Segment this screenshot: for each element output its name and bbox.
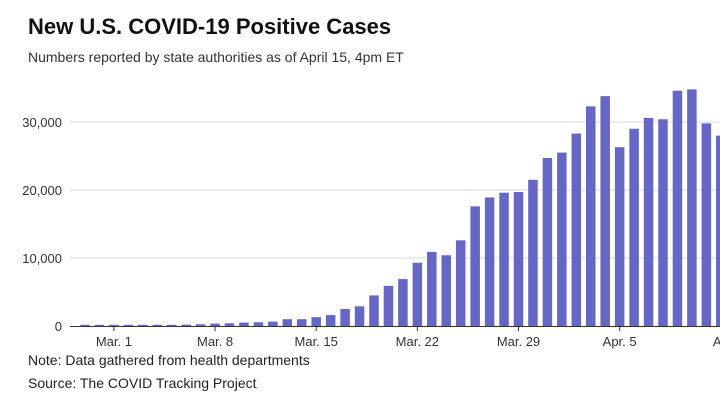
bar xyxy=(542,158,553,326)
bar xyxy=(210,323,220,326)
bar xyxy=(80,324,90,326)
bar xyxy=(643,117,654,326)
x-tick-label: Mar. 29 xyxy=(497,334,540,349)
bar xyxy=(354,306,365,326)
bar xyxy=(571,133,582,326)
bar xyxy=(716,135,720,326)
x-tick-label: Mar. 22 xyxy=(396,334,439,349)
bar xyxy=(701,123,712,326)
bar xyxy=(484,197,495,326)
bar xyxy=(138,324,148,326)
y-tick-label: 0 xyxy=(55,319,62,334)
bar xyxy=(311,317,321,326)
bar xyxy=(658,119,668,326)
y-tick-label: 10,000 xyxy=(22,251,62,266)
y-tick-label: 30,000 xyxy=(22,115,62,130)
bar xyxy=(383,285,394,326)
bar xyxy=(412,262,423,326)
chart-source: Source: The COVID Tracking Project xyxy=(28,375,257,391)
bar xyxy=(166,324,177,326)
chart-subtitle: Numbers reported by state authorities as… xyxy=(28,49,404,65)
bar xyxy=(427,251,437,326)
x-tick-label: Ap xyxy=(713,334,720,349)
bar xyxy=(297,319,307,326)
bar xyxy=(340,309,350,326)
x-tick-label: Mar. 15 xyxy=(295,334,338,349)
bar xyxy=(586,106,596,326)
x-tick-label: Apr. 5 xyxy=(603,334,637,349)
x-tick-label: Mar. 1 xyxy=(96,334,132,349)
bar xyxy=(152,324,162,326)
bar xyxy=(181,324,191,326)
bar xyxy=(455,240,466,326)
bar xyxy=(123,324,134,326)
chart-note: Note: Data gathered from health departme… xyxy=(28,352,310,368)
bar xyxy=(239,322,249,326)
bar xyxy=(282,319,293,326)
bar xyxy=(528,179,538,326)
bar xyxy=(441,255,451,326)
bar xyxy=(94,324,105,326)
bar xyxy=(614,147,625,326)
bar xyxy=(557,152,567,326)
bar xyxy=(224,323,235,326)
bar xyxy=(672,90,683,326)
bar xyxy=(687,89,697,326)
bar xyxy=(398,279,408,326)
bar xyxy=(499,192,509,326)
x-tick-label: Mar. 8 xyxy=(197,334,233,349)
bar xyxy=(268,321,278,326)
chart-title: New U.S. COVID-19 Positive Cases xyxy=(28,14,392,39)
bar xyxy=(369,295,379,326)
bar xyxy=(253,322,264,326)
bar xyxy=(629,128,639,326)
bar xyxy=(325,315,336,326)
bar xyxy=(513,192,524,326)
bar xyxy=(109,324,119,326)
y-tick-label: 20,000 xyxy=(22,183,62,198)
bar xyxy=(600,96,610,326)
bar xyxy=(470,206,480,326)
bar xyxy=(195,324,206,326)
